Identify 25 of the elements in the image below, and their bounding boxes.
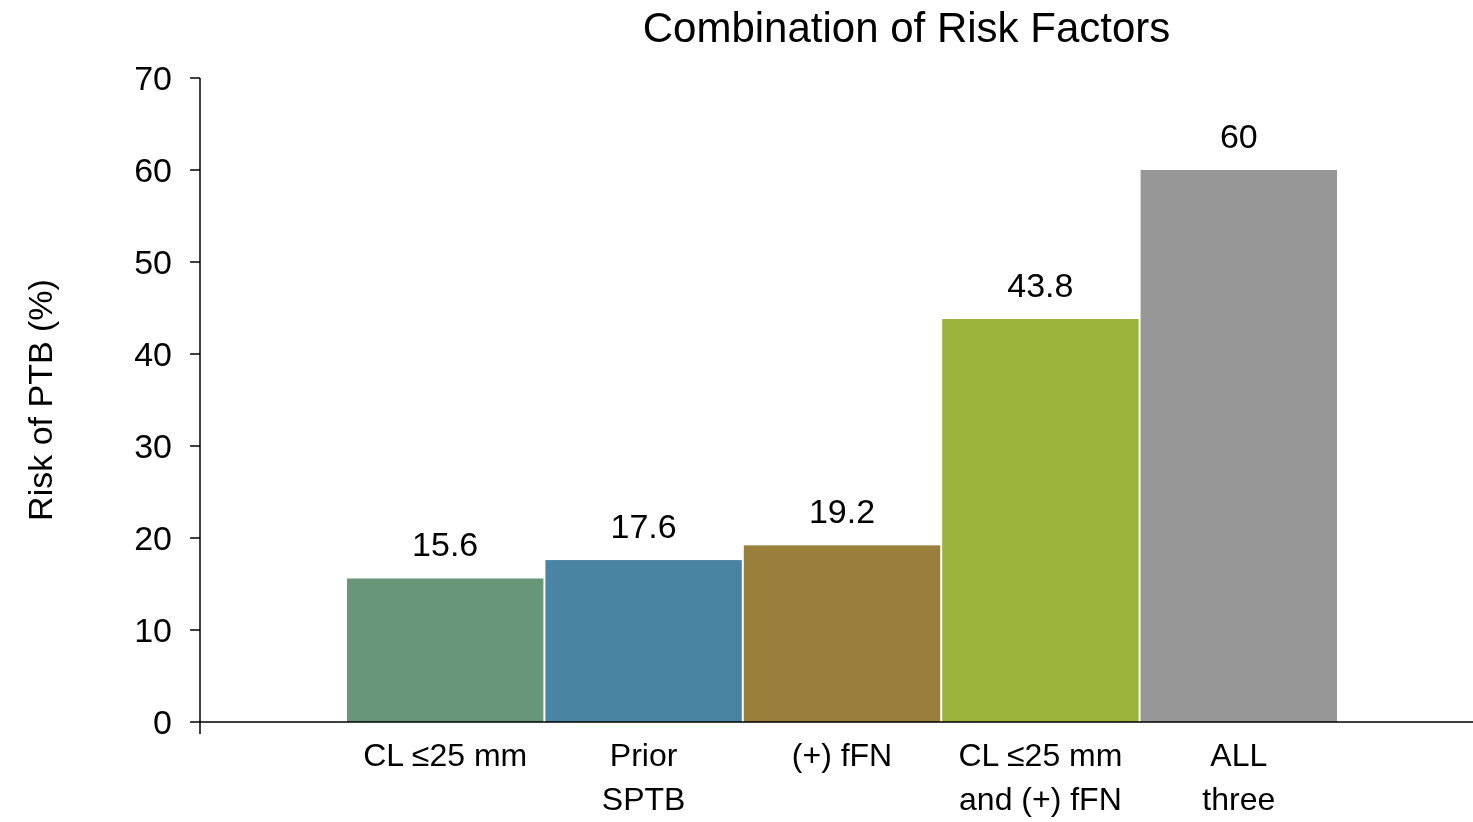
x-tick-label: (+) fFN (791, 737, 893, 773)
y-tick-label: 40 (134, 334, 172, 373)
data-label: 15.6 (412, 525, 479, 564)
y-tick-label: 50 (134, 242, 172, 281)
x-tick-label: CL ≤25 mm and (+) fFN (958, 737, 1123, 817)
data-label: 60 (1219, 117, 1258, 155)
bar (942, 319, 1139, 722)
y-tick-label: 10 (134, 610, 172, 649)
x-tick-label: Prior SPTB (601, 737, 686, 817)
data-label: 17.6 (610, 507, 677, 546)
x-tick-label: ALL three (1202, 737, 1276, 817)
bar (347, 578, 544, 722)
y-tick-label: 30 (134, 426, 172, 465)
bar (1140, 170, 1337, 722)
y-tick-label: 0 (153, 702, 172, 741)
data-label: 43.8 (1007, 266, 1074, 305)
bar (743, 545, 941, 722)
y-tick-label: 60 (134, 150, 172, 189)
bar (545, 560, 742, 722)
y-tick-label: 20 (134, 518, 172, 557)
y-axis-title: Risk of PTB (%) (21, 279, 59, 521)
data-label: 19.2 (808, 492, 876, 531)
y-tick-label: 70 (134, 58, 172, 97)
chart-title: Combination of Risk Factors (642, 4, 1171, 51)
x-tick-label: CL ≤25 mm (363, 737, 528, 773)
